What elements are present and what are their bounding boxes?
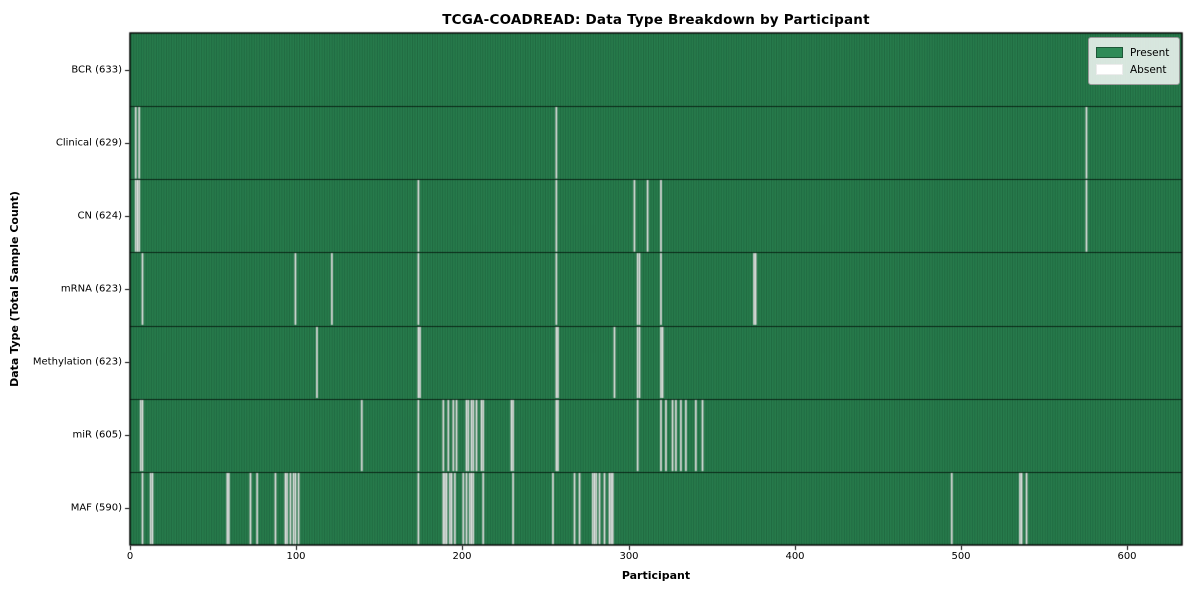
y-tick-cn: CN (624) [77,210,122,222]
x-tick-100: 100 [286,551,306,562]
y-tick-mir: miR (605) [72,429,122,441]
legend-item-present: Present [1096,44,1171,61]
x-tick-400: 400 [785,551,805,562]
y-tick-bcr: BCR (633) [71,64,122,76]
legend-label-present: Present [1130,46,1170,59]
x-tick-600: 600 [1117,551,1137,562]
absent-swatch-icon [1096,64,1123,75]
y-tick-methylation: Methylation (623) [32,356,122,368]
x-tick-300: 300 [619,551,639,562]
legend: Present Absent [1088,37,1180,85]
chart-title: TCGA-COADREAD: Data Type Breakdown by Pa… [442,12,870,28]
x-axis-label: Participant [621,569,691,582]
x-tick-500: 500 [951,551,971,562]
x-tick-200: 200 [452,551,472,562]
y-tick-maf: MAF (590) [70,502,122,514]
legend-item-absent: Absent [1096,61,1171,78]
present-swatch-icon [1096,47,1123,58]
y-tick-mrna: mRNA (623) [60,283,122,295]
y-tick-clinical: Clinical (629) [55,137,122,149]
legend-label-absent: Absent [1130,63,1167,76]
x-tick-0: 0 [126,551,134,562]
